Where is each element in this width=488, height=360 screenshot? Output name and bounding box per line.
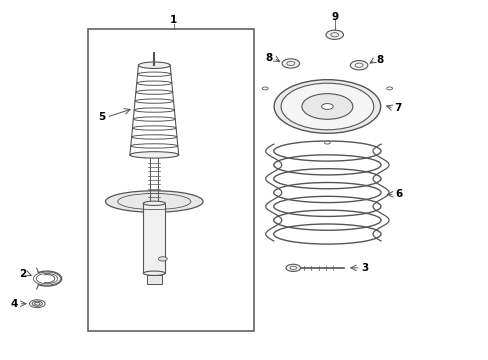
- Text: 4: 4: [10, 299, 18, 309]
- Ellipse shape: [324, 141, 330, 144]
- Text: 9: 9: [330, 12, 338, 22]
- Ellipse shape: [262, 87, 267, 90]
- Ellipse shape: [285, 264, 300, 271]
- Text: 8: 8: [375, 55, 383, 65]
- Ellipse shape: [301, 94, 352, 119]
- Ellipse shape: [281, 83, 373, 130]
- Text: 3: 3: [361, 263, 368, 273]
- Ellipse shape: [143, 201, 165, 206]
- Ellipse shape: [321, 104, 332, 109]
- Ellipse shape: [105, 191, 203, 212]
- Ellipse shape: [325, 30, 343, 40]
- Bar: [147, 275, 161, 284]
- Text: 7: 7: [394, 103, 401, 113]
- Ellipse shape: [138, 62, 170, 68]
- Bar: [88, 30, 254, 330]
- Text: 5: 5: [98, 112, 105, 122]
- Bar: [143, 203, 165, 273]
- Ellipse shape: [274, 80, 380, 133]
- Ellipse shape: [158, 257, 167, 261]
- Ellipse shape: [282, 59, 299, 68]
- Ellipse shape: [143, 271, 165, 275]
- Ellipse shape: [130, 152, 178, 158]
- Text: 1: 1: [170, 15, 177, 26]
- Text: 2: 2: [19, 269, 26, 279]
- Ellipse shape: [386, 87, 392, 90]
- Text: 8: 8: [265, 53, 272, 63]
- Text: 6: 6: [395, 189, 402, 199]
- Ellipse shape: [349, 60, 367, 70]
